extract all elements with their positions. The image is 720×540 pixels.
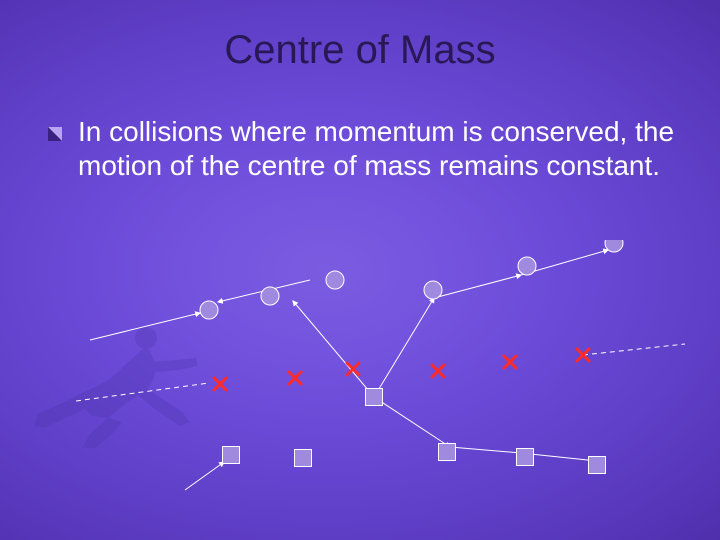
mass-square (295, 450, 312, 467)
mass-circle (424, 281, 442, 299)
mass-circle (326, 271, 344, 289)
trajectory-line (374, 298, 434, 397)
mass-square (589, 457, 606, 474)
collision-diagram (0, 240, 720, 540)
mass-circle (261, 287, 279, 305)
bullet-text: In collisions where momentum is conserve… (78, 115, 680, 183)
com-cross-icon (432, 365, 444, 377)
com-cross-icon (504, 356, 516, 368)
trajectory-line (293, 301, 374, 397)
trajectory-line (374, 397, 450, 447)
mass-square (517, 449, 534, 466)
trajectory-line (450, 447, 521, 453)
trajectory-line (90, 313, 200, 340)
com-cross-icon (214, 378, 226, 390)
trajectory-line (434, 275, 521, 298)
page-title: Centre of Mass (0, 28, 720, 73)
mass-square (366, 389, 383, 406)
trajectory-dashed (583, 344, 685, 355)
trajectory-dashed (76, 383, 209, 401)
bullet-item: In collisions where momentum is conserve… (48, 115, 680, 183)
com-cross-icon (289, 372, 301, 384)
bullet-square-icon (48, 127, 68, 141)
mass-square (223, 447, 240, 464)
trajectory-line (185, 462, 224, 490)
slide: Centre of Mass In collisions where momen… (0, 0, 720, 540)
mass-circle (200, 301, 218, 319)
mass-circle (518, 257, 536, 275)
com-cross-icon (347, 363, 359, 375)
mass-square (439, 444, 456, 461)
